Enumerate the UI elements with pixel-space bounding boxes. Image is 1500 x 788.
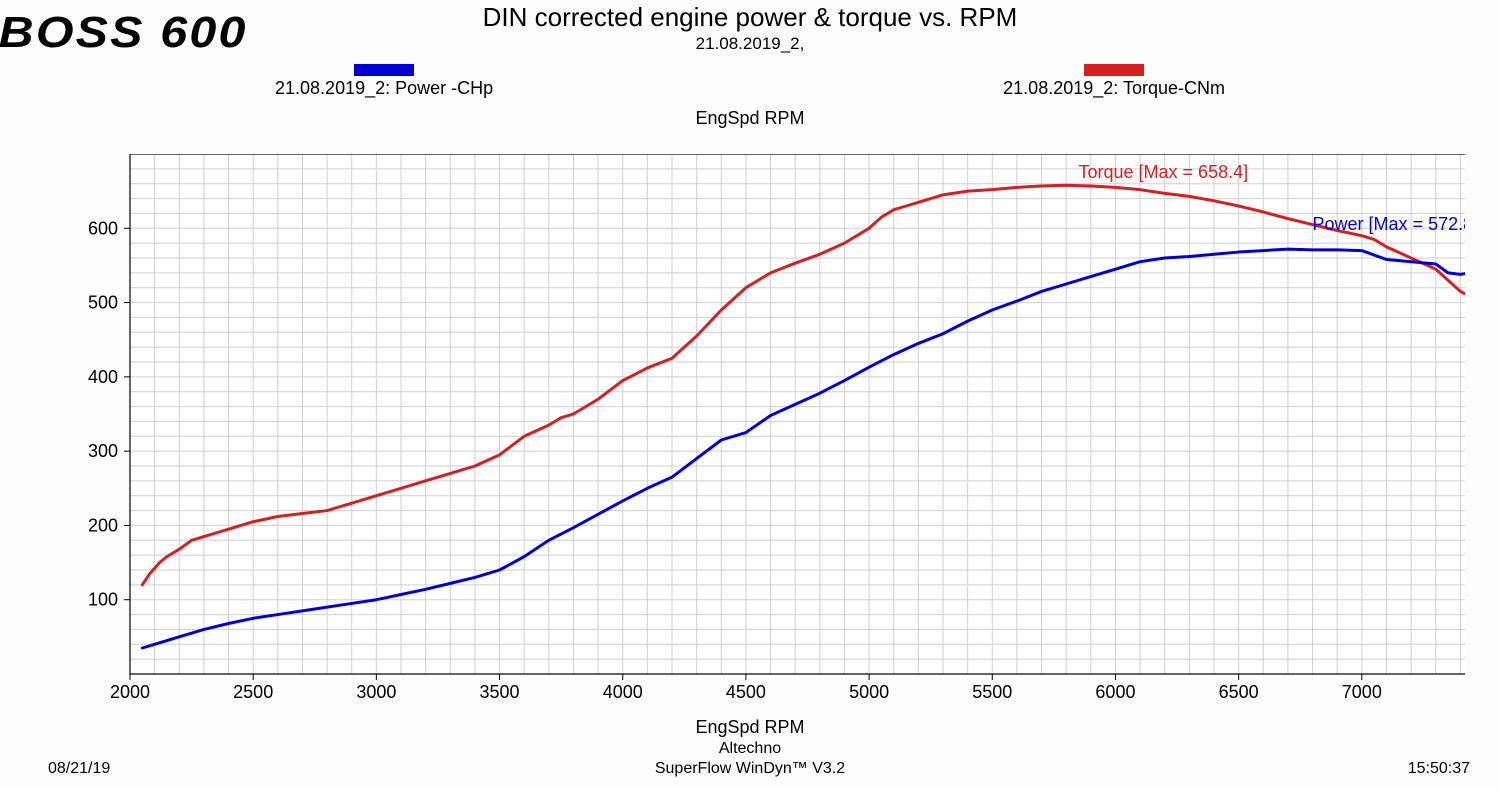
svg-text:2000: 2000 [110, 682, 150, 702]
legend-swatch-torque [1084, 64, 1144, 76]
svg-text:6500: 6500 [1219, 682, 1259, 702]
svg-text:5000: 5000 [849, 682, 889, 702]
svg-text:500: 500 [88, 293, 118, 313]
footer-date: 08/21/19 [48, 760, 110, 778]
svg-text:200: 200 [88, 515, 118, 535]
footer-software: SuperFlow WinDyn™ V3.2 [0, 760, 1500, 778]
svg-text:4000: 4000 [603, 682, 643, 702]
chart-svg: 2000200025002500300030003500350040004000… [65, 154, 1465, 714]
svg-text:6000: 6000 [1095, 682, 1135, 702]
legend-item-torque: 21.08.2019_2: Torque-CNm [1003, 64, 1225, 99]
svg-text:Torque [Max = 658.4]: Torque [Max = 658.4] [1079, 162, 1249, 182]
x-axis-label-top: EngSpd RPM [0, 108, 1500, 129]
svg-text:400: 400 [88, 367, 118, 387]
svg-text:600: 600 [88, 218, 118, 238]
svg-text:2500: 2500 [233, 682, 273, 702]
plot-area: 2000200025002500300030003500350040004000… [65, 154, 1465, 714]
svg-text:5500: 5500 [972, 682, 1012, 702]
svg-text:3000: 3000 [356, 682, 396, 702]
x-axis-label-bottom: EngSpd RPM [0, 717, 1500, 738]
svg-text:4500: 4500 [726, 682, 766, 702]
legend-item-power: 21.08.2019_2: Power -CHp [275, 64, 493, 99]
svg-text:100: 100 [88, 590, 118, 610]
svg-text:300: 300 [88, 441, 118, 461]
chart-title: DIN corrected engine power & torque vs. … [0, 2, 1500, 33]
svg-text:Power [Max = 572.8]: Power [Max = 572.8] [1313, 214, 1465, 234]
chart-subtitle: 21.08.2019_2, [0, 34, 1500, 54]
footer-company: Altechno [0, 740, 1500, 758]
legend: 21.08.2019_2: Power -CHp 21.08.2019_2: T… [0, 64, 1500, 99]
footer-time: 15:50:37 [1408, 760, 1470, 778]
svg-text:7000: 7000 [1342, 682, 1382, 702]
svg-text:3500: 3500 [480, 682, 520, 702]
legend-label-power: 21.08.2019_2: Power -CHp [275, 78, 493, 99]
legend-label-torque: 21.08.2019_2: Torque-CNm [1003, 78, 1225, 99]
legend-swatch-power [354, 64, 414, 76]
